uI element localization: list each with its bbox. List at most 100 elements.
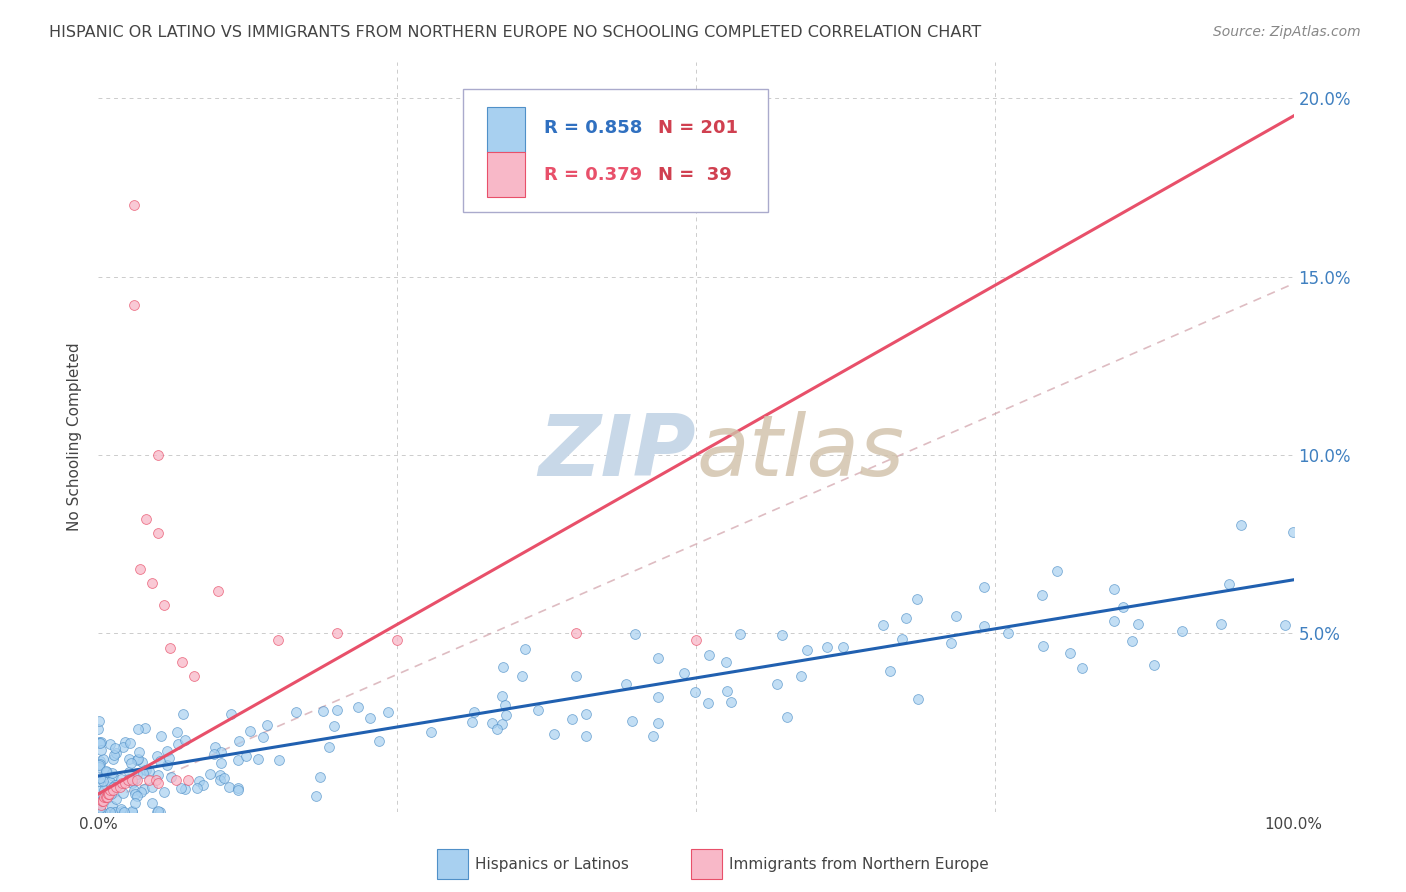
Point: [165, 772, 187, 787]
Point: [89, 736, 111, 750]
Point: [141, 576, 163, 591]
Point: [108, 780, 131, 794]
Point: [89, 714, 111, 729]
Point: [565, 668, 588, 682]
Point: [973, 580, 995, 594]
Point: [104, 778, 127, 792]
Point: [420, 725, 443, 739]
Point: [129, 562, 152, 576]
Point: [614, 677, 637, 691]
Point: [172, 655, 194, 669]
Point: [125, 772, 148, 787]
Point: [141, 780, 163, 795]
Point: [672, 666, 695, 681]
Point: [247, 752, 270, 766]
Point: [94, 790, 117, 805]
Point: [879, 664, 901, 678]
Point: [153, 785, 176, 799]
Point: [1274, 617, 1296, 632]
Point: [101, 780, 124, 794]
Point: [491, 660, 513, 674]
Point: [146, 749, 169, 764]
FancyBboxPatch shape: [437, 849, 468, 880]
Point: [209, 756, 232, 770]
Point: [621, 714, 644, 729]
Point: [101, 770, 124, 784]
Point: [770, 628, 793, 642]
Point: [872, 618, 894, 632]
Point: [647, 715, 669, 730]
Point: [907, 592, 929, 607]
Point: [89, 792, 111, 806]
Point: [145, 772, 167, 787]
Text: R = 0.379: R = 0.379: [544, 166, 643, 184]
Point: [90, 805, 112, 819]
Point: [146, 805, 169, 819]
Point: [98, 737, 121, 751]
Point: [104, 746, 127, 760]
Point: [256, 717, 278, 731]
Point: [209, 745, 232, 759]
Point: [907, 691, 929, 706]
Point: [565, 626, 588, 640]
Point: [89, 771, 111, 785]
Point: [124, 797, 146, 811]
Point: [87, 805, 110, 819]
Point: [1171, 624, 1194, 638]
Point: [93, 790, 115, 805]
Point: [209, 773, 232, 788]
Point: [891, 632, 914, 647]
Point: [98, 805, 121, 819]
Point: [267, 633, 290, 648]
Point: [716, 656, 738, 670]
Point: [228, 783, 250, 797]
Point: [96, 765, 118, 780]
Point: [1070, 660, 1092, 674]
Point: [939, 636, 962, 650]
Point: [89, 734, 111, 748]
Point: [112, 805, 135, 819]
Point: [98, 783, 122, 797]
Point: [148, 526, 170, 541]
Point: [121, 804, 143, 818]
Point: [284, 705, 307, 719]
Point: [122, 783, 145, 797]
Text: ZIP: ZIP: [538, 410, 696, 493]
Point: [91, 774, 114, 789]
Point: [146, 804, 169, 818]
Point: [172, 707, 194, 722]
Point: [510, 668, 533, 682]
Point: [96, 764, 118, 778]
Point: [186, 780, 208, 795]
Point: [166, 725, 188, 739]
Point: [100, 787, 122, 801]
Point: [218, 780, 240, 795]
Point: [831, 640, 853, 655]
Point: [377, 705, 399, 719]
Point: [159, 640, 181, 655]
Point: [683, 684, 706, 698]
Point: [1059, 646, 1081, 660]
Point: [212, 772, 235, 786]
Point: [1282, 524, 1305, 539]
Point: [647, 651, 669, 665]
Point: [309, 770, 332, 784]
Point: [997, 626, 1019, 640]
Point: [463, 705, 485, 719]
Point: [252, 730, 274, 744]
Point: [894, 611, 917, 625]
Point: [305, 789, 328, 803]
Point: [117, 772, 139, 787]
Point: [1102, 615, 1125, 629]
Point: [153, 598, 176, 612]
Point: [160, 770, 183, 784]
Point: [359, 711, 381, 725]
Point: [104, 805, 127, 819]
Point: [148, 776, 170, 790]
Point: [94, 764, 117, 779]
Point: [97, 787, 120, 801]
Point: [198, 766, 221, 780]
Point: [149, 755, 172, 769]
Point: [326, 703, 349, 717]
Point: [124, 787, 146, 801]
